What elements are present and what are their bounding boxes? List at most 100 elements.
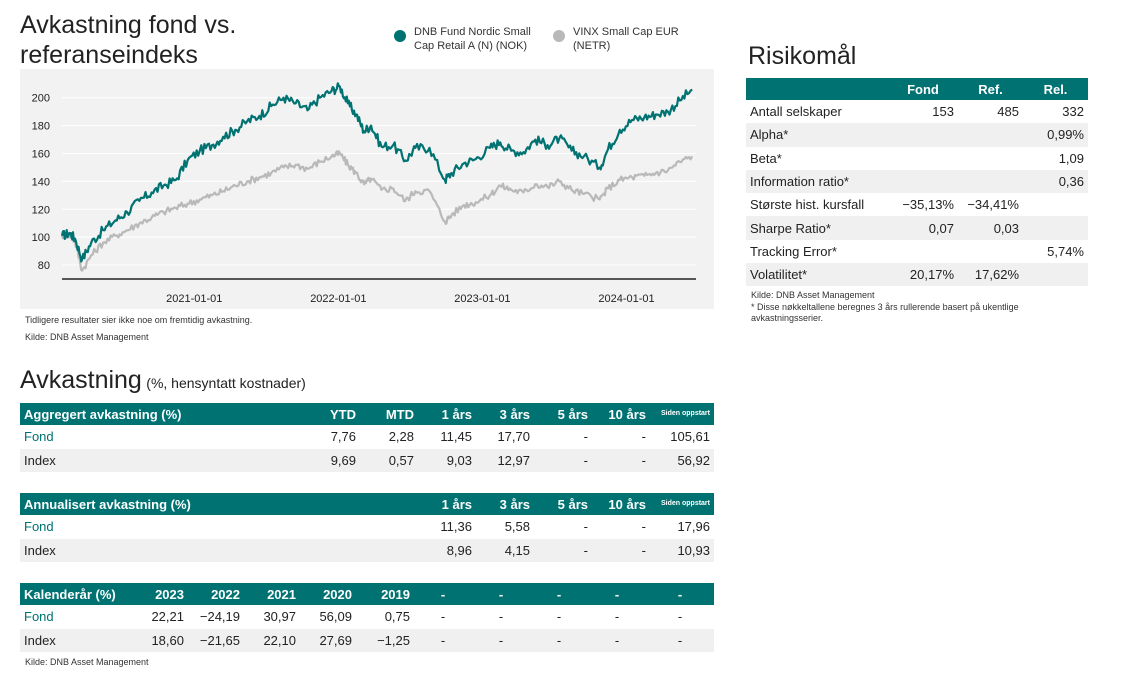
risk-cell: 485 [997, 104, 1019, 120]
annualized-header-cell: 5 års [534, 493, 592, 515]
aggregated-cell: - [641, 429, 646, 445]
calendar-row: Fond 22,21 −24,19 30,97 56,09 0,75 - - - - - [20, 605, 714, 629]
aggregated-cell: 12,97 [476, 448, 534, 472]
annualized-cell [360, 538, 418, 562]
x-tick-label: 2021-01-01 [166, 293, 222, 305]
annualized-header-cell: 3 års [476, 493, 534, 515]
risk-cell: 0,99% [1023, 123, 1088, 147]
calendar-cell: - [677, 609, 683, 625]
calendar-header-cell: 2022 [188, 583, 244, 605]
y-tick-label: 200 [32, 93, 50, 105]
risk-cell [888, 147, 958, 170]
annualized-cell: 10,93 [650, 538, 714, 562]
risk-cell: 5,74% [1047, 243, 1084, 259]
legend-label-index: VINX Small Cap EUR (NETR) [573, 26, 679, 52]
aggregated-header-label: Aggregert avkastning (%) [20, 403, 300, 425]
chart-title-line1: Avkastning fond vs. [20, 11, 237, 39]
returns-source: Kilde: DNB Asset Management [25, 657, 149, 667]
annualized-header-cell: Siden oppstart [650, 493, 714, 515]
calendar-cell: −24,19 [199, 609, 240, 625]
risk-row: Sharpe Ratio* 0,07 0,03 [746, 216, 1088, 240]
y-tick-label: 180 [32, 121, 50, 133]
calendar-header-cell: 2019 [356, 583, 414, 605]
calendar-cell: 22,10 [244, 628, 300, 652]
legend-item-index: VINX Small Cap EUR (NETR) [553, 25, 679, 53]
risk-cell: 0,07 [888, 216, 958, 240]
annualized-cell [360, 515, 418, 539]
calendar-cell: - [556, 609, 562, 625]
risk-header-fund: Fond [888, 78, 958, 100]
calendar-cell: - [588, 628, 646, 652]
calendar-cell: 27,69 [300, 628, 356, 652]
x-tick-label: 2024-01-01 [598, 293, 654, 305]
legend-label-fund: DNB Fund Nordic Small Cap Retail A (N) (… [414, 26, 531, 52]
calendar-header-cell: 2020 [300, 583, 356, 605]
annualized-row-label: Fond [24, 519, 54, 535]
aggregated-cell: 17,70 [497, 429, 530, 445]
calendar-cell: - [414, 628, 472, 652]
risk-row-label: Alpha* [746, 123, 888, 147]
chart-source: Kilde: DNB Asset Management [25, 332, 149, 342]
annualized-row-label: Index [20, 538, 300, 562]
aggregated-header-cell: Siden oppstart [650, 403, 714, 425]
calendar-row: Index 18,60 −21,65 22,10 27,69 −1,25- - - - - [20, 628, 714, 652]
aggregated-row-label: Fond [24, 429, 54, 445]
annualized-row: Index 8,96 4,15- -10,93 [20, 538, 714, 562]
aggregated-header-cell: MTD [360, 403, 418, 425]
risk-row: Tracking Error* 5,74% [746, 240, 1088, 263]
calendar-cell: - [440, 609, 446, 625]
aggregated-cell: - [592, 448, 650, 472]
calendar-cell: - [614, 609, 620, 625]
annualized-header-cell [300, 493, 360, 515]
y-tick-label: 100 [32, 232, 50, 244]
chart-title-line2: referanseindeks [20, 41, 198, 69]
performance-chart-svg: 80 100 120 140 160 180 200 2021-01-01 2022-01-01… [32, 82, 696, 305]
calendar-cell: 0,75 [384, 609, 410, 625]
risk-cell: −34,41% [967, 197, 1019, 213]
risk-row-label: Information ratio* [746, 169, 888, 194]
calendar-header-cell: - [472, 583, 530, 605]
risk-row: Alpha* 0,99% [746, 123, 1088, 147]
calendar-header-row: Kalenderår (%) 2023 2022 2021 2020 2019- - - - - [20, 583, 714, 605]
risk-cell: −35,13% [902, 197, 954, 213]
risk-row-label: Tracking Error* [750, 243, 837, 259]
risk-cell [958, 169, 1023, 194]
risk-cell [958, 123, 1023, 147]
calendar-cell: 22,21 [151, 609, 184, 625]
risk-cell [1023, 216, 1088, 240]
annualized-header-row: Annualisert avkastning (%) 1 års 3 års 5 år… [20, 493, 714, 515]
aggregated-header-cell: 5 års [534, 403, 592, 425]
returns-subtitle: (%, hensyntatt kostnader) [146, 375, 306, 391]
chart-disclaimer: Tidligere resultater sier ikke noe om fr… [25, 315, 253, 325]
calendar-cell: −21,65 [188, 628, 244, 652]
annualized-header-cell: 1 års [418, 493, 476, 515]
risk-cell: 1,09 [1058, 150, 1084, 166]
aggregated-cell: 0,57 [360, 448, 418, 472]
annualized-cell: - [641, 519, 646, 535]
aggregated-header-cell: 10 års [592, 403, 650, 425]
risk-row-label: Beta* [750, 150, 782, 166]
aggregated-cell: 9,03 [418, 448, 476, 472]
risk-cell: 17,62% [958, 263, 1023, 287]
risk-cell: 20,17% [888, 263, 958, 287]
calendar-cell: - [472, 628, 530, 652]
aggregated-cell: 105,61 [670, 429, 710, 445]
calendar-header-cell: - [414, 583, 472, 605]
annualized-cell: - [583, 519, 588, 535]
risk-cell: 332 [1062, 104, 1084, 120]
circle-icon [394, 30, 406, 42]
risk-cell: 0,36 [1023, 169, 1088, 194]
risk-cell: 0,03 [958, 216, 1023, 240]
calendar-header-cell: - [530, 583, 588, 605]
risk-header-ref: Ref. [958, 78, 1023, 100]
risk-cell [1023, 263, 1088, 287]
risk-row: Antall selskaper 153 485 332 [746, 100, 1088, 123]
calendar-cell: 30,97 [263, 609, 296, 625]
annualized-cell: 8,96 [418, 538, 476, 562]
annualized-cell [300, 538, 360, 562]
x-tick-label: 2022-01-01 [310, 293, 366, 305]
risk-source: Kilde: DNB Asset Management [751, 290, 875, 300]
annualized-header-cell: 10 års [592, 493, 650, 515]
annualized-row: Fond 11,36 5,58 - - 17,96 [20, 515, 714, 539]
aggregated-header-cell: 1 års [418, 403, 476, 425]
